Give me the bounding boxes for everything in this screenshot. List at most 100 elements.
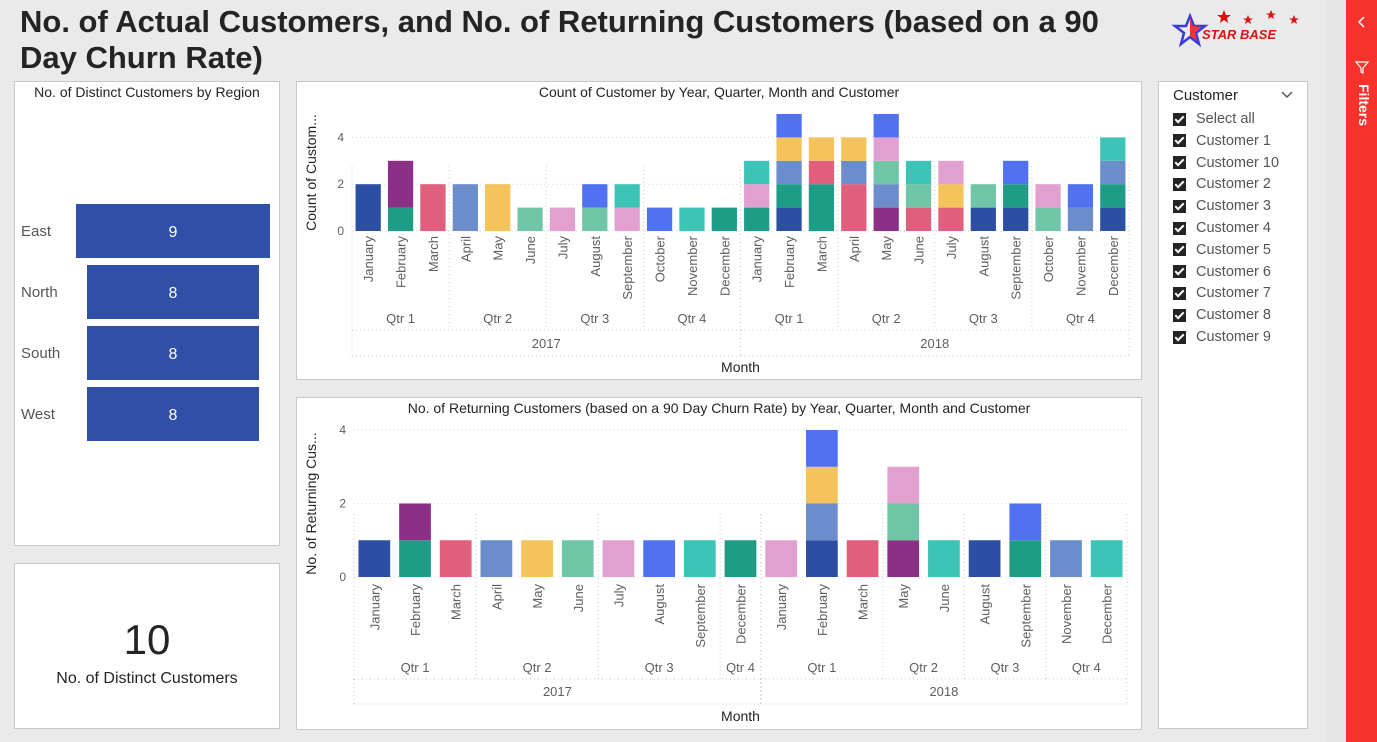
bar-segment[interactable] xyxy=(1035,207,1061,231)
bar-segment[interactable] xyxy=(1003,184,1029,208)
bar-segment[interactable] xyxy=(724,540,757,577)
bar-segment[interactable] xyxy=(1003,160,1029,185)
bar-segment[interactable] xyxy=(841,184,867,231)
bar-segment[interactable] xyxy=(420,184,446,231)
bar-segment[interactable] xyxy=(387,207,414,231)
bar-segment[interactable] xyxy=(776,114,802,138)
checkbox-checked-icon[interactable] xyxy=(1173,308,1186,322)
bar-segment[interactable] xyxy=(744,184,770,208)
bar-segment[interactable] xyxy=(602,540,635,577)
bar-segment[interactable] xyxy=(582,207,608,231)
slicer-item[interactable]: Customer 8 xyxy=(1173,305,1271,325)
checkbox-checked-icon[interactable] xyxy=(1173,199,1186,213)
slicer-item[interactable]: Customer 7 xyxy=(1173,283,1271,303)
bar-segment[interactable] xyxy=(970,184,996,208)
bar-segment[interactable] xyxy=(938,184,964,208)
bar-segment[interactable] xyxy=(549,207,576,231)
bar-segment[interactable] xyxy=(614,207,640,231)
bar-segment[interactable] xyxy=(517,207,543,231)
bar-segment[interactable] xyxy=(643,540,675,577)
bar-segment[interactable] xyxy=(928,540,960,577)
bar-segment[interactable] xyxy=(1100,207,1126,231)
bar-segment[interactable] xyxy=(355,184,381,231)
bar-segment[interactable] xyxy=(808,137,835,161)
bar-segment[interactable] xyxy=(841,160,867,185)
bar-segment[interactable] xyxy=(806,503,838,541)
bar-segment[interactable] xyxy=(808,160,835,185)
bar-segment[interactable] xyxy=(1090,540,1123,577)
region-chart-panel[interactable]: No. of Distinct Customers by Region East… xyxy=(14,81,280,546)
bar-segment[interactable] xyxy=(808,184,835,231)
bar-segment[interactable] xyxy=(873,114,899,138)
bar-segment[interactable] xyxy=(1050,540,1082,577)
bar-segment[interactable] xyxy=(970,207,996,231)
bar-segment[interactable] xyxy=(561,540,594,577)
bar-segment[interactable] xyxy=(744,160,770,185)
bar-segment[interactable] xyxy=(905,160,932,185)
slicer-item[interactable]: Customer 2 xyxy=(1173,174,1271,194)
distinct-customers-card[interactable]: 10 No. of Distinct Customers xyxy=(14,563,280,729)
checkbox-checked-icon[interactable] xyxy=(1173,156,1186,170)
bar-segment[interactable] xyxy=(1009,540,1042,577)
filters-label[interactable]: Filters xyxy=(1356,84,1372,127)
bar-segment[interactable] xyxy=(968,540,1001,577)
slicer-item[interactable]: Customer 1 xyxy=(1173,131,1271,151)
collapse-chevron-icon[interactable] xyxy=(1354,14,1370,30)
bar-segment[interactable] xyxy=(873,207,899,231)
checkbox-checked-icon[interactable] xyxy=(1173,286,1186,300)
bar-segment[interactable] xyxy=(358,540,391,577)
bar-segment[interactable] xyxy=(387,160,414,208)
checkbox-checked-icon[interactable] xyxy=(1173,134,1186,148)
bar-segment[interactable] xyxy=(683,540,716,577)
bar-segment[interactable] xyxy=(452,184,478,231)
returning-customers-chart-panel[interactable]: No. of Returning Customers (based on a 9… xyxy=(296,397,1142,730)
region-bar[interactable]: 8 xyxy=(86,387,260,441)
slicer-item[interactable]: Customer 6 xyxy=(1173,262,1271,282)
filters-pane[interactable] xyxy=(1346,0,1377,742)
bar-segment[interactable] xyxy=(399,540,431,577)
region-bar[interactable]: 8 xyxy=(86,265,260,319)
bar-segment[interactable] xyxy=(1067,184,1094,208)
bar-segment[interactable] xyxy=(744,207,770,231)
region-bar[interactable]: 9 xyxy=(76,204,270,258)
bar-segment[interactable] xyxy=(1067,207,1094,231)
bar-segment[interactable] xyxy=(1100,184,1126,208)
bar-segment[interactable] xyxy=(1009,503,1042,541)
bar-segment[interactable] xyxy=(905,207,932,231)
bar-segment[interactable] xyxy=(841,137,867,161)
bar-segment[interactable] xyxy=(399,503,431,541)
bar-segment[interactable] xyxy=(873,160,899,185)
bar-segment[interactable] xyxy=(485,184,511,231)
bar-segment[interactable] xyxy=(776,137,802,161)
bar-segment[interactable] xyxy=(776,184,802,208)
slicer-item[interactable]: Customer 10 xyxy=(1173,153,1279,173)
customer-slicer[interactable]: Customer Select all Customer 1 Customer 10… xyxy=(1158,81,1308,729)
bar-segment[interactable] xyxy=(646,207,673,231)
region-bar[interactable]: 8 xyxy=(86,326,260,380)
bar-segment[interactable] xyxy=(806,430,838,467)
checkbox-checked-icon[interactable] xyxy=(1173,177,1186,191)
slicer-item[interactable]: Customer 4 xyxy=(1173,218,1271,238)
bar-segment[interactable] xyxy=(846,540,879,577)
bar-segment[interactable] xyxy=(521,540,553,577)
bar-segment[interactable] xyxy=(887,466,920,504)
bar-segment[interactable] xyxy=(480,540,513,577)
slicer-item[interactable]: Customer 3 xyxy=(1173,196,1271,216)
bar-segment[interactable] xyxy=(1003,207,1029,231)
bar-segment[interactable] xyxy=(765,540,798,577)
checkbox-checked-icon[interactable] xyxy=(1173,221,1186,235)
bar-segment[interactable] xyxy=(905,184,932,208)
bar-segment[interactable] xyxy=(938,160,964,185)
bar-segment[interactable] xyxy=(614,184,640,208)
bar-segment[interactable] xyxy=(938,207,964,231)
customer-count-chart-panel[interactable]: Count of Customer by Year, Quarter, Mont… xyxy=(296,81,1142,380)
checkbox-checked-icon[interactable] xyxy=(1173,265,1186,279)
bar-segment[interactable] xyxy=(776,160,802,185)
bar-segment[interactable] xyxy=(873,184,899,208)
bar-segment[interactable] xyxy=(1100,137,1126,161)
bar-segment[interactable] xyxy=(806,466,838,504)
bar-segment[interactable] xyxy=(873,137,899,161)
checkbox-checked-icon[interactable] xyxy=(1173,112,1186,126)
checkbox-checked-icon[interactable] xyxy=(1173,330,1186,344)
checkbox-checked-icon[interactable] xyxy=(1173,243,1186,257)
